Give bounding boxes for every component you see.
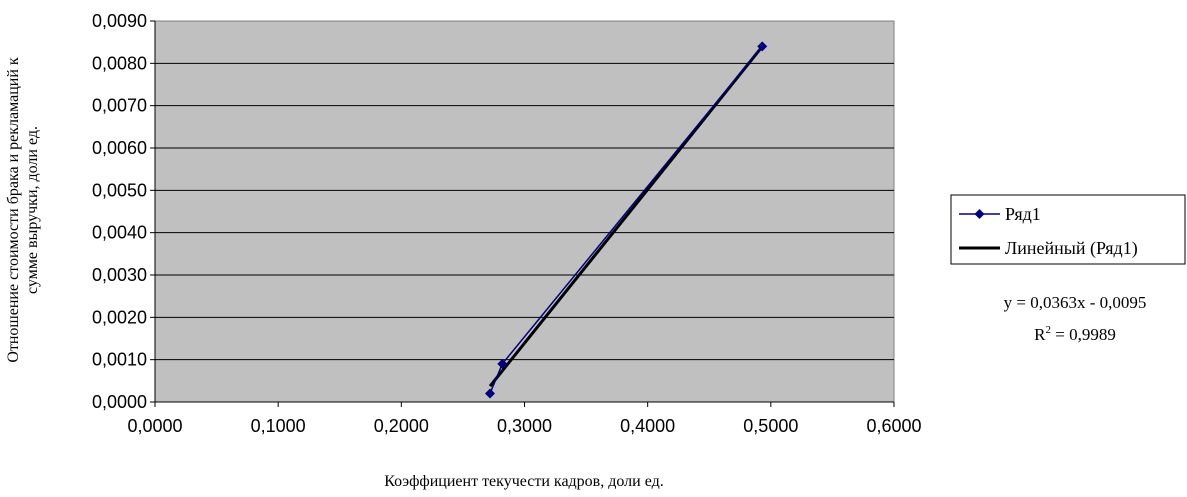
x-tick-label: 0,1000 [251,416,306,436]
y-tick-label: 0,0030 [92,265,147,285]
x-tick-label: 0,4000 [620,416,675,436]
legend-ryad1-marker [974,209,985,219]
y-tick-label: 0,0070 [92,96,147,116]
x-tick-label: 0,5000 [743,416,798,436]
legend-box [950,194,1186,265]
y-axis-title-line1: Отношение стоимости брака и рекламаций к [5,57,22,363]
y-tick-label: 0,0010 [92,350,147,370]
trend-r-squared: R2 = 0,9989 [1034,324,1116,344]
plot-area [154,20,895,403]
y-tick-label: 0,0080 [92,53,147,73]
y-tick-label: 0,0000 [92,392,147,412]
y-axis-title: Отношение стоимости брака и рекламаций к… [5,57,41,363]
y-tick-label: 0,0060 [92,138,147,158]
gridlines [155,62,894,361]
y-tick-label: 0,0050 [92,180,147,200]
y-tick-label: 0,0020 [92,307,147,327]
x-tick-label: 0,6000 [866,416,921,436]
x-tick-label: 0,3000 [497,416,552,436]
y-tick-label: 0,0090 [92,11,147,31]
series-ryad1 [485,41,768,399]
x-tick-label: 0,0000 [127,416,182,436]
data-point [485,388,496,399]
legend: Ряд1 Линейный (Ряд1) [950,194,1186,265]
trend-equation: y = 0,0363x - 0,0095 [1004,293,1147,312]
y-tick-labels: 0,0000 0,0010 0,0020 0,0030 0,0040 0,0050 0,00… [92,11,147,412]
axes [150,20,895,407]
y-tick-label: 0,0040 [92,223,147,243]
x-tick-labels: 0,0000 0,1000 0,2000 0,3000 0,4000 0,5000 0,60… [127,416,921,436]
legend-trend-label: Линейный (Ряд1) [1005,238,1138,259]
data-point [757,41,768,52]
y-axis-title-line2: сумме выручки, доли ед. [24,126,41,294]
trendline-line [488,45,764,388]
data-point [497,358,508,369]
x-tick-label: 0,2000 [374,416,429,436]
trendline [488,45,764,388]
legend-ryad1-label: Ряд1 [1005,204,1041,224]
x-axis-title: Коэффициент текучести кадров, доли ед. [384,473,664,490]
